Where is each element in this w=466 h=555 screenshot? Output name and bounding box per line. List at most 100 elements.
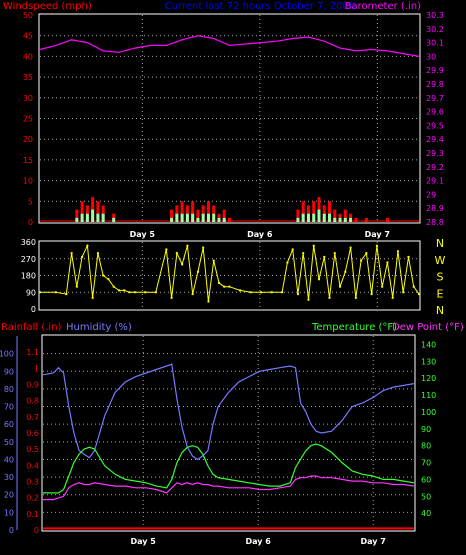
barometer-axis-label: Barometer (.in) (345, 1, 421, 12)
temperature-axis-label: Temperature (°F) (311, 322, 397, 333)
rainfall-tick-label: 1.1 (26, 348, 39, 357)
rainfall-tick-label: 0.4 (26, 461, 39, 470)
panel3-frame (41, 334, 416, 532)
wind-direction-point (291, 248, 294, 251)
rainfall-tick-label: 0.3 (26, 478, 39, 487)
windspeed-tick-label: 0 (28, 218, 33, 227)
wind-direction-point (54, 291, 57, 294)
wind-direction-point (196, 270, 199, 273)
x-tick-label: Day 7 (361, 537, 386, 546)
barometer-tick-label: 29.8 (426, 80, 444, 89)
wind-direction-point (396, 250, 399, 253)
wind-direction-point (296, 293, 299, 296)
rainfall-tick-label: 0.7 (26, 413, 39, 422)
wind-direction-point (381, 285, 384, 288)
wind-direction-point (370, 293, 373, 296)
direction-tick-label: 180 (21, 272, 36, 281)
wind-direction-line (40, 243, 420, 302)
x-tick-label: Day 6 (246, 537, 272, 546)
wind-direction-point (75, 285, 78, 288)
rainfall-tick-label: 0.1 (26, 510, 39, 519)
barometer-tick-label: 29.4 (426, 135, 444, 144)
dewpoint-axis-label: Dew Point (°F) (392, 322, 464, 333)
rainfall-tick-label: 0.6 (26, 429, 39, 438)
compass-label: S (437, 271, 444, 284)
wind-direction-point (39, 291, 41, 294)
panel-rain-humidity-temperature: Rainfall (.in) Humidity (%) Temperature … (0, 322, 464, 546)
barometer-tick-label: 29.9 (426, 66, 444, 75)
wind-direction-point (165, 248, 168, 251)
temperature-tick-label: 50 (421, 492, 431, 501)
temperature-tick-label: 60 (421, 475, 431, 484)
wind-direction-point (186, 244, 189, 247)
x-tick-label: Day 7 (365, 230, 390, 239)
barometer-tick-label: 28.8 (426, 218, 444, 227)
wind-direction-point (133, 291, 136, 294)
wind-direction-point (96, 252, 99, 255)
barometer-tick-label: 29 (426, 190, 436, 199)
wind-direction-point (86, 244, 89, 247)
windspeed-axis-label: Windspeed (mph) (3, 1, 92, 12)
wind-direction-point (228, 285, 231, 288)
barometer-tick-label: 29.7 (426, 94, 444, 103)
rainfall-tick-label: 0.2 (26, 494, 39, 503)
barometer-tick-label: 30.3 (426, 11, 444, 20)
wind-direction-point (181, 263, 184, 266)
humidity-tick-label: 0 (9, 526, 14, 535)
humidity-line (42, 363, 415, 461)
temperature-line (43, 443, 415, 494)
rainfall-tick-label: 0.9 (26, 381, 39, 390)
wind-direction-point (328, 296, 331, 299)
wind-direction-point (112, 285, 115, 288)
wind-direction-point (202, 246, 205, 249)
wind-direction-point (270, 291, 273, 294)
humidity-tick-label: 70 (4, 403, 14, 412)
wind-direction-point (339, 285, 342, 288)
windspeed-tick-label: 40 (23, 52, 33, 61)
temperature-tick-label: 100 (421, 408, 436, 417)
rainfall-axis-label: Rainfall (.in) (1, 322, 62, 333)
windspeed-tick-label: 35 (23, 73, 33, 82)
wind-direction-point (365, 252, 368, 255)
wind-direction-point (375, 244, 378, 247)
wind-direction-point (123, 289, 126, 292)
rainfall-tick-label: 0.5 (26, 445, 39, 454)
temperature-tick-label: 130 (421, 357, 436, 366)
wind-direction-point (170, 296, 173, 299)
wind-direction-point (412, 285, 415, 288)
windspeed-tick-label: 45 (23, 32, 33, 41)
wind-direction-point (70, 252, 73, 255)
wind-direction-point (418, 293, 420, 296)
wind-direction-point (360, 259, 363, 262)
humidity-tick-label: 10 (4, 508, 14, 517)
wind-direction-point (407, 255, 410, 258)
wind-direction-point (312, 244, 315, 247)
barometer-line (39, 35, 420, 57)
wind-direction-point (144, 291, 147, 294)
x-tick-label: Day 6 (247, 230, 273, 239)
barometer-tick-label: 30.1 (426, 39, 444, 48)
dewpoint-line (43, 475, 415, 501)
barometer-tick-label: 30 (426, 52, 436, 61)
wind-direction-point (286, 261, 289, 264)
humidity-tick-label: 80 (4, 385, 14, 394)
wind-direction-point (333, 252, 336, 255)
temperature-tick-label: 110 (421, 391, 436, 400)
compass-label: E (437, 287, 444, 300)
compass-label: W (435, 254, 446, 267)
direction-tick-label: 360 (21, 238, 36, 247)
barometer-tick-label: 29.1 (426, 177, 444, 186)
temperature-tick-label: 40 (421, 509, 431, 518)
temperature-tick-label: 80 (421, 442, 431, 451)
panel-wind-barometer: Windspeed (mph) Current last 72 hours Oc… (3, 1, 444, 239)
wind-direction-point (107, 278, 110, 281)
wind-direction-point (386, 261, 389, 264)
humidity-tick-label: 60 (4, 420, 14, 429)
humidity-tick-label: 100 (0, 350, 14, 359)
humidity-tick-label: 40 (4, 455, 14, 464)
windspeed-tick-label: 10 (23, 177, 33, 186)
wind-direction-point (91, 296, 94, 299)
wind-direction-point (354, 296, 357, 299)
rainfall-tick-label: 0.8 (26, 397, 39, 406)
